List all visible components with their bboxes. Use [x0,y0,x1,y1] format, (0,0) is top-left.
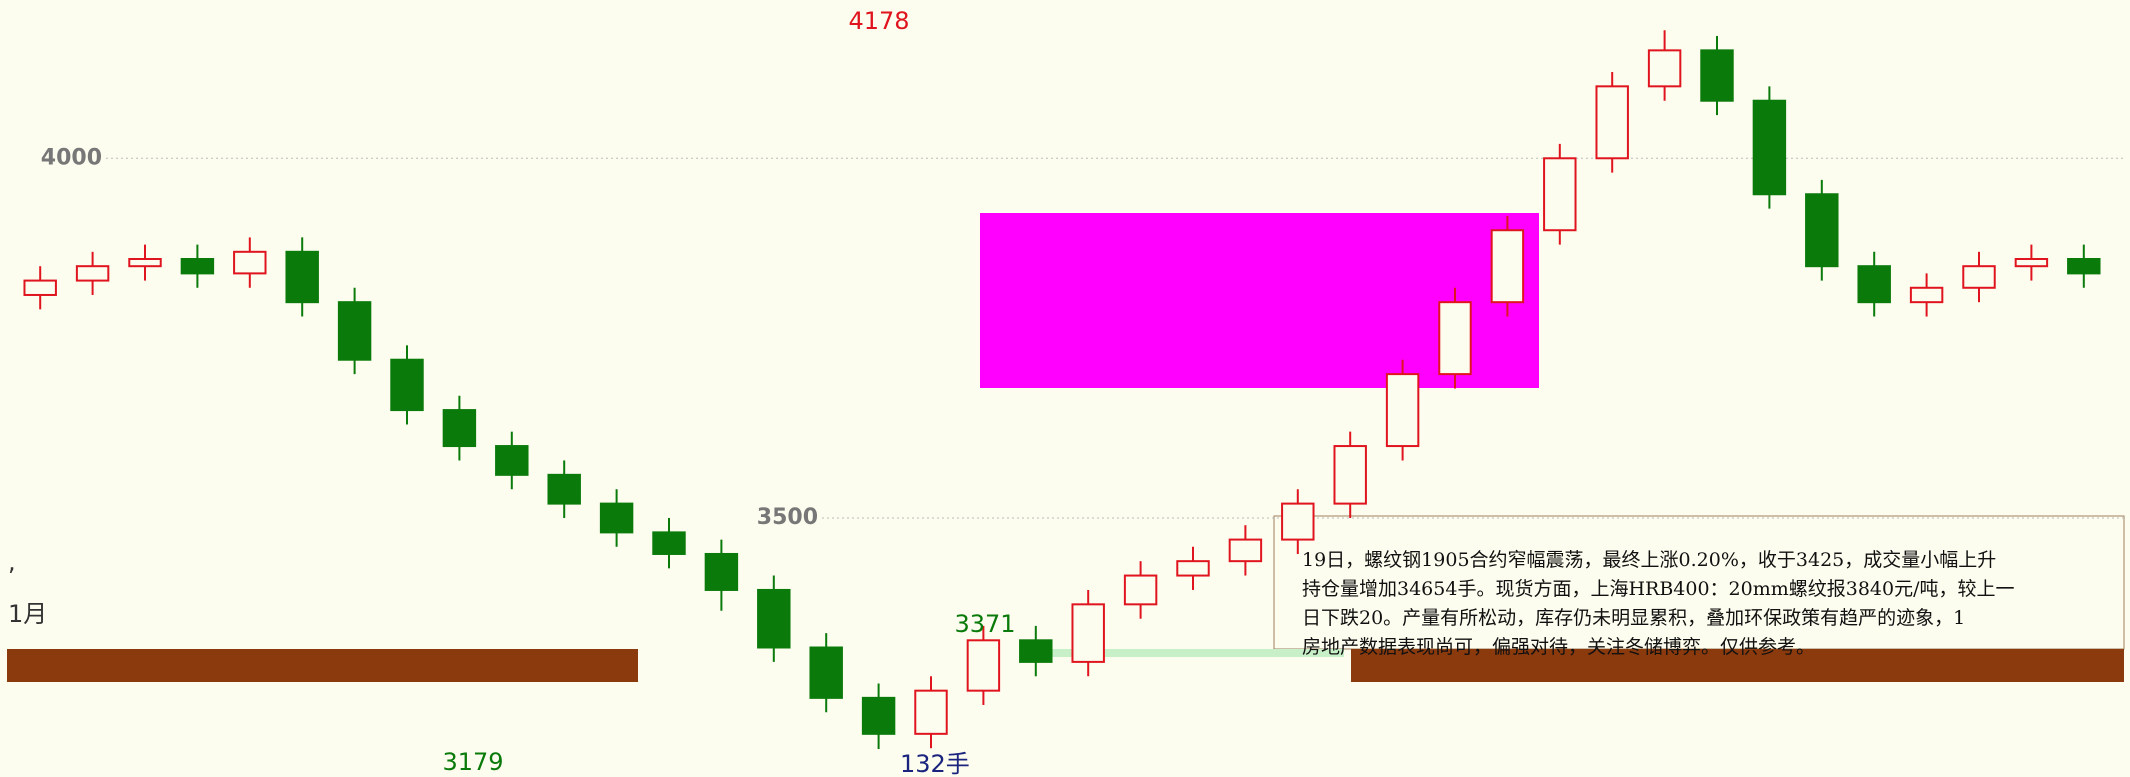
price-label: 4178 [848,7,909,35]
candle-body [1071,603,1105,663]
candle-body [285,250,319,304]
candle-body [1019,639,1053,663]
comment-line: 持仓量增加34654手。现货方面，上海HRB400：20mm螺纹报3840元/吨… [1302,578,2015,600]
candle-body [495,445,529,476]
candle-body [1543,157,1577,232]
candle-body [652,531,686,555]
candle-body [966,639,1001,692]
annotation: 1月 [8,600,47,628]
candle-body [1647,49,1682,88]
comment-line: 19日，螺纹钢1905合约窄幅震荡，最终上涨0.20%，收于3425，成交量小幅… [1302,549,1996,571]
candle-body [1228,538,1263,563]
brown-bar [1351,649,2124,682]
candle-body [1490,229,1525,304]
comment-line: 日下跌20。产量有所松动，库存仍未明显累积，叠加环保政策有趋严的迹象，1 [1302,607,1965,629]
candle-body [180,258,215,275]
candle-body [1700,49,1734,102]
candle-body [1281,502,1315,541]
price-label: 3179 [442,748,503,776]
candle-body [757,588,791,649]
candle-body [1385,373,1420,448]
candle-body [2014,258,2049,268]
candle-body [233,250,267,275]
candle-body [1123,574,1158,606]
candle-body [1438,301,1472,376]
y-tick-label: 4000 [41,145,102,170]
candle-body [1805,193,1839,268]
y-tick-label: 3500 [757,505,818,530]
candle-body [809,646,843,699]
comment-line: 房地产数据表现尚可，偏强对待，关注冬储博弈。仅供参考。 [1302,636,1815,658]
candle-body [1595,85,1629,160]
candle-body [861,696,896,735]
candle-body [75,265,110,282]
candle-body [1909,286,1944,304]
candle-body [1752,99,1787,196]
brown-bar [7,649,638,682]
candle-body [1176,560,1210,577]
candle-body [704,552,739,591]
green-bar [1052,649,1344,657]
candle-body [1857,265,1891,304]
candle-body [390,358,424,412]
annotation: , [8,548,16,576]
candle-body [599,502,634,534]
candle-body [2067,258,2101,275]
candle-body [23,279,57,296]
candle-body [547,473,581,505]
price-label: 3371 [954,610,1015,638]
candle-body [914,689,948,735]
comment-box [1273,515,2125,650]
candle-body [1962,265,1996,289]
candle-body [1333,445,1367,505]
candle-body [128,258,162,268]
annotation: 132手 [900,750,970,777]
candle-body [337,301,372,361]
candle-body [442,409,477,448]
